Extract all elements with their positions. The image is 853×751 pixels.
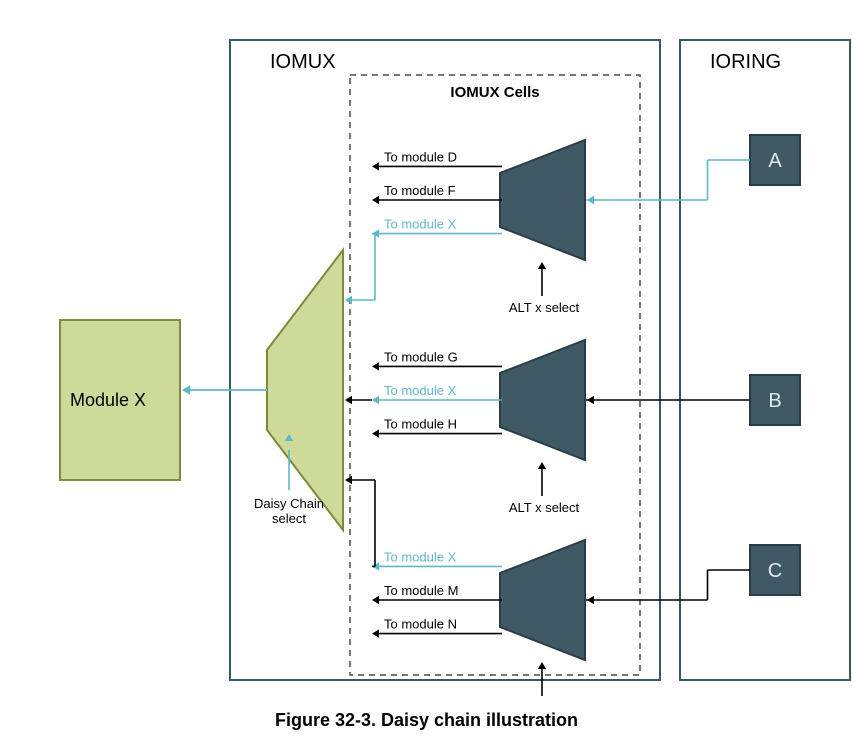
svg-text:To module X: To module X [384, 217, 457, 232]
svg-text:A: A [768, 150, 782, 172]
svg-text:Daisy Chainselect: Daisy Chainselect [254, 496, 324, 526]
svg-text:To module H: To module H [384, 417, 457, 432]
svg-text:IOMUX: IOMUX [270, 51, 336, 73]
svg-text:IORING: IORING [710, 51, 781, 73]
svg-text:C: C [768, 560, 782, 582]
daisy-chain-mux [267, 250, 343, 530]
svg-text:To module X: To module X [384, 549, 457, 564]
svg-text:To module F: To module F [384, 183, 456, 198]
svg-text:B: B [768, 390, 781, 412]
figure-caption: Figure 32-3. Daisy chain illustration [20, 710, 833, 731]
svg-text:ALT x select: ALT x select [509, 700, 580, 702]
svg-text:ALT x select: ALT x select [509, 300, 580, 315]
svg-text:To module D: To module D [384, 149, 457, 164]
svg-text:To module N: To module N [384, 617, 457, 632]
svg-text:IOMUX Cells: IOMUX Cells [450, 84, 539, 101]
svg-text:To module M: To module M [384, 583, 458, 598]
svg-text:To module X: To module X [384, 383, 457, 398]
svg-text:Module X: Module X [70, 390, 146, 410]
svg-text:ALT x select: ALT x select [509, 500, 580, 515]
daisy-chain-diagram: IOMUX IORING IOMUX Cells Module X Daisy Chai… [20, 20, 853, 702]
svg-text:To module G: To module G [384, 349, 458, 364]
